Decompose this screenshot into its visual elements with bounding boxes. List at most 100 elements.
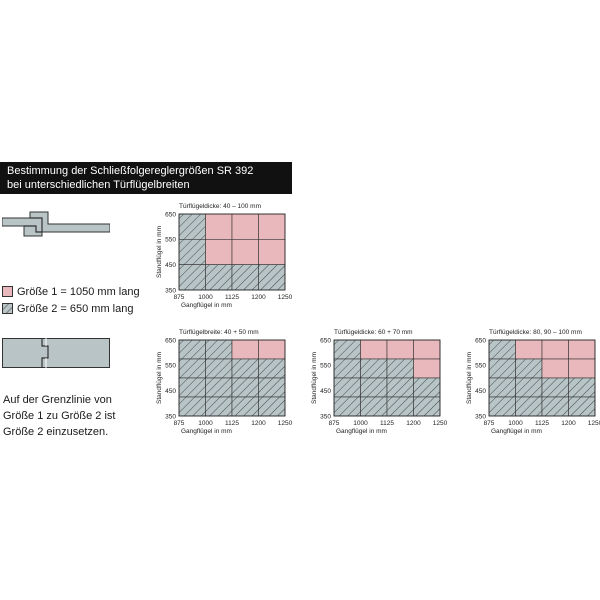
note-line-2: Größe 1 zu Größe 2 ist (3, 410, 116, 422)
cell-size2 (178, 377, 206, 398)
cell-size2 (178, 396, 206, 417)
y-tick-label: 550 (475, 363, 486, 370)
chart-2: Türflügelbreite: 40 + 50 mm 650 550 450 350 8… (155, 326, 293, 436)
note-line-1: Auf der Grenzlinie von (3, 394, 112, 406)
cell-size1 (413, 358, 441, 379)
chart-title: Türflügelbreite: 40 + 50 mm (179, 329, 259, 336)
cell-size2 (178, 239, 206, 265)
y-tick-label: 650 (475, 337, 486, 344)
cell-size2 (488, 339, 516, 360)
cell-size2 (205, 358, 233, 379)
x-tick-label: 1000 (198, 294, 213, 301)
y-tick-label: 350 (320, 413, 331, 420)
cell-size2 (488, 396, 516, 417)
x-tick-label: 1200 (406, 420, 421, 427)
cell-size2 (360, 358, 388, 379)
cell-size1 (360, 339, 388, 360)
pink-swatch-icon (2, 286, 13, 297)
x-axis-label: Gangflügel in mm (336, 428, 387, 435)
cell-size1 (205, 213, 233, 240)
y-tick-label: 450 (320, 388, 331, 395)
cell-size1 (231, 239, 259, 265)
chart-1: Türflügeldicke: 40 – 100 mm 650 550 450 350 8… (155, 200, 293, 310)
cell-size2 (178, 264, 206, 291)
x-tick-label: 1125 (225, 420, 239, 427)
legend-label: Größe 2 = 650 mm lang (17, 302, 134, 315)
cell-size2 (333, 339, 361, 360)
cell-size2 (258, 264, 286, 291)
hatched-swatch-icon (2, 303, 13, 314)
title-line-2: bei unterschiedlichen Türflügelbreiten (7, 179, 190, 191)
y-tick-label: 650 (165, 337, 176, 344)
y-axis-label: Standflügel in mm (156, 352, 163, 404)
y-tick-label: 450 (475, 388, 486, 395)
x-tick-label: 1200 (561, 420, 576, 427)
chart-title: Türflügeldicke: 80, 90 – 100 mm (489, 329, 582, 336)
cell-size2 (258, 358, 286, 379)
y-tick-label: 650 (320, 337, 331, 344)
grid-frame (333, 339, 441, 417)
cell-size2 (488, 358, 516, 379)
x-axis-label: Gangflügel in mm (491, 428, 542, 435)
cell-size2 (205, 339, 233, 360)
cell-size2 (413, 396, 441, 417)
x-tick-label: 1200 (251, 420, 266, 427)
cell-size2 (386, 358, 414, 379)
cell-size1 (231, 339, 259, 360)
legend-label: Größe 1 = 1050 mm lang (17, 285, 140, 298)
x-tick-label: 1250 (278, 420, 293, 427)
cell-size2 (413, 377, 441, 398)
grid-frame (178, 339, 286, 417)
cell-size2 (333, 358, 361, 379)
cell-size2 (541, 377, 569, 398)
cell-size2 (386, 377, 414, 398)
chart-title: Türflügeldicke: 40 – 100 mm (179, 203, 261, 210)
cell-size2 (178, 339, 206, 360)
x-tick-label: 1250 (433, 420, 448, 427)
y-axis-label: Standflügel in mm (466, 352, 473, 404)
cell-size1 (515, 339, 543, 360)
cell-size2 (386, 396, 414, 417)
x-tick-label: 1000 (353, 420, 368, 427)
chart-3: Türflügeldicke: 60 + 70 mm 650 550 450 350 87… (310, 326, 448, 436)
cell-size2 (231, 358, 259, 379)
title-banner: Bestimmung der Schließfolgereglergrößen … (0, 162, 292, 194)
boundary-note: Auf der Grenzlinie von Größe 1 zu Größe … (3, 392, 153, 440)
y-tick-label: 550 (320, 363, 331, 370)
cell-size2 (541, 396, 569, 417)
cell-size2 (258, 396, 286, 417)
x-tick-label: 1200 (251, 294, 266, 301)
cell-size1 (413, 339, 441, 360)
note-line-3: Größe 2 einzusetzen. (3, 426, 109, 438)
x-axis-label: Gangflügel in mm (181, 428, 232, 435)
cell-size2 (231, 264, 259, 291)
y-tick-label: 550 (165, 363, 176, 370)
cell-size2 (568, 396, 596, 417)
cell-size1 (541, 339, 569, 360)
grid-frame (178, 213, 286, 291)
cell-size1 (386, 339, 414, 360)
cell-size2 (515, 377, 543, 398)
cell-size2 (568, 377, 596, 398)
cell-size2 (488, 377, 516, 398)
legend-item-size1: Größe 1 = 1050 mm lang (2, 285, 140, 298)
chart-4: Türflügeldicke: 80, 90 – 100 mm 650 550 450… (465, 326, 600, 436)
x-tick-label: 1250 (278, 294, 293, 301)
x-tick-label: 875 (174, 420, 185, 427)
grid-frame (488, 339, 596, 417)
y-tick-label: 550 (165, 237, 176, 244)
cell-size2 (333, 377, 361, 398)
y-tick-label: 450 (165, 262, 176, 269)
cell-size1 (258, 239, 286, 265)
x-tick-label: 1250 (588, 420, 600, 427)
x-tick-label: 1125 (535, 420, 549, 427)
cell-size2 (360, 377, 388, 398)
cell-size2 (205, 264, 233, 291)
cell-size2 (231, 396, 259, 417)
y-axis-label: Standflügel in mm (311, 352, 318, 404)
door-rebate-offset-icon (2, 211, 110, 237)
cell-size1 (258, 213, 286, 240)
x-tick-label: 875 (329, 420, 340, 427)
